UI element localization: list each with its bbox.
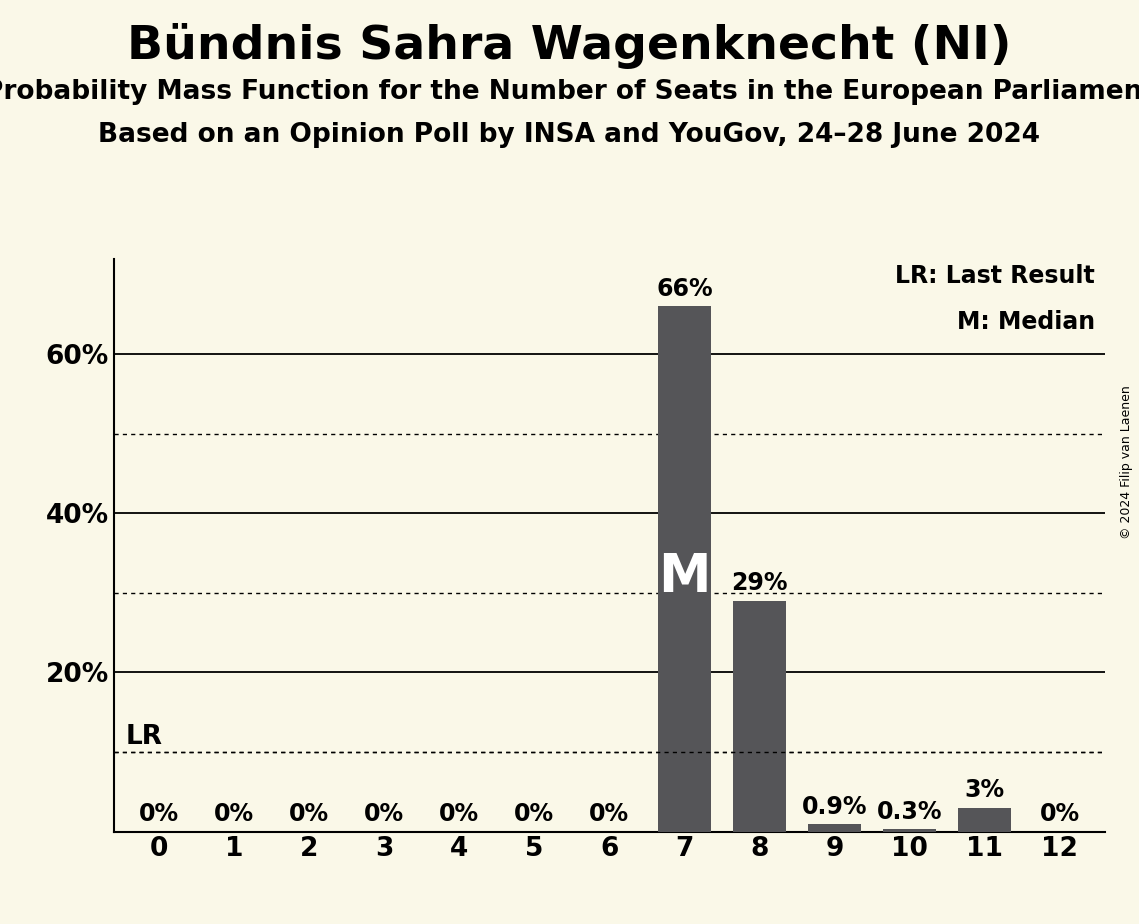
Text: LR: Last Result: LR: Last Result bbox=[895, 264, 1095, 288]
Text: M: M bbox=[658, 551, 711, 603]
Text: 0%: 0% bbox=[364, 802, 404, 826]
Text: 66%: 66% bbox=[656, 277, 713, 301]
Text: LR: LR bbox=[125, 723, 162, 749]
Text: © 2024 Filip van Laenen: © 2024 Filip van Laenen bbox=[1121, 385, 1133, 539]
Text: Probability Mass Function for the Number of Seats in the European Parliament: Probability Mass Function for the Number… bbox=[0, 79, 1139, 104]
Bar bbox=[884, 829, 936, 832]
Text: 0%: 0% bbox=[139, 802, 179, 826]
Text: 0%: 0% bbox=[214, 802, 254, 826]
Text: 3%: 3% bbox=[965, 778, 1005, 802]
Bar bbox=[809, 824, 861, 832]
Text: M: Median: M: Median bbox=[957, 310, 1095, 334]
Bar bbox=[658, 307, 711, 832]
Text: 0%: 0% bbox=[514, 802, 555, 826]
Bar bbox=[734, 601, 786, 832]
Text: 0.9%: 0.9% bbox=[802, 795, 867, 819]
Bar bbox=[958, 808, 1011, 832]
Text: 0%: 0% bbox=[440, 802, 480, 826]
Text: 0%: 0% bbox=[1040, 802, 1080, 826]
Text: Based on an Opinion Poll by INSA and YouGov, 24–28 June 2024: Based on an Opinion Poll by INSA and You… bbox=[98, 122, 1041, 148]
Text: 29%: 29% bbox=[731, 571, 788, 595]
Text: 0%: 0% bbox=[289, 802, 329, 826]
Text: 0.3%: 0.3% bbox=[877, 799, 942, 823]
Text: Bündnis Sahra Wagenknecht (NI): Bündnis Sahra Wagenknecht (NI) bbox=[128, 23, 1011, 69]
Text: 0%: 0% bbox=[589, 802, 630, 826]
